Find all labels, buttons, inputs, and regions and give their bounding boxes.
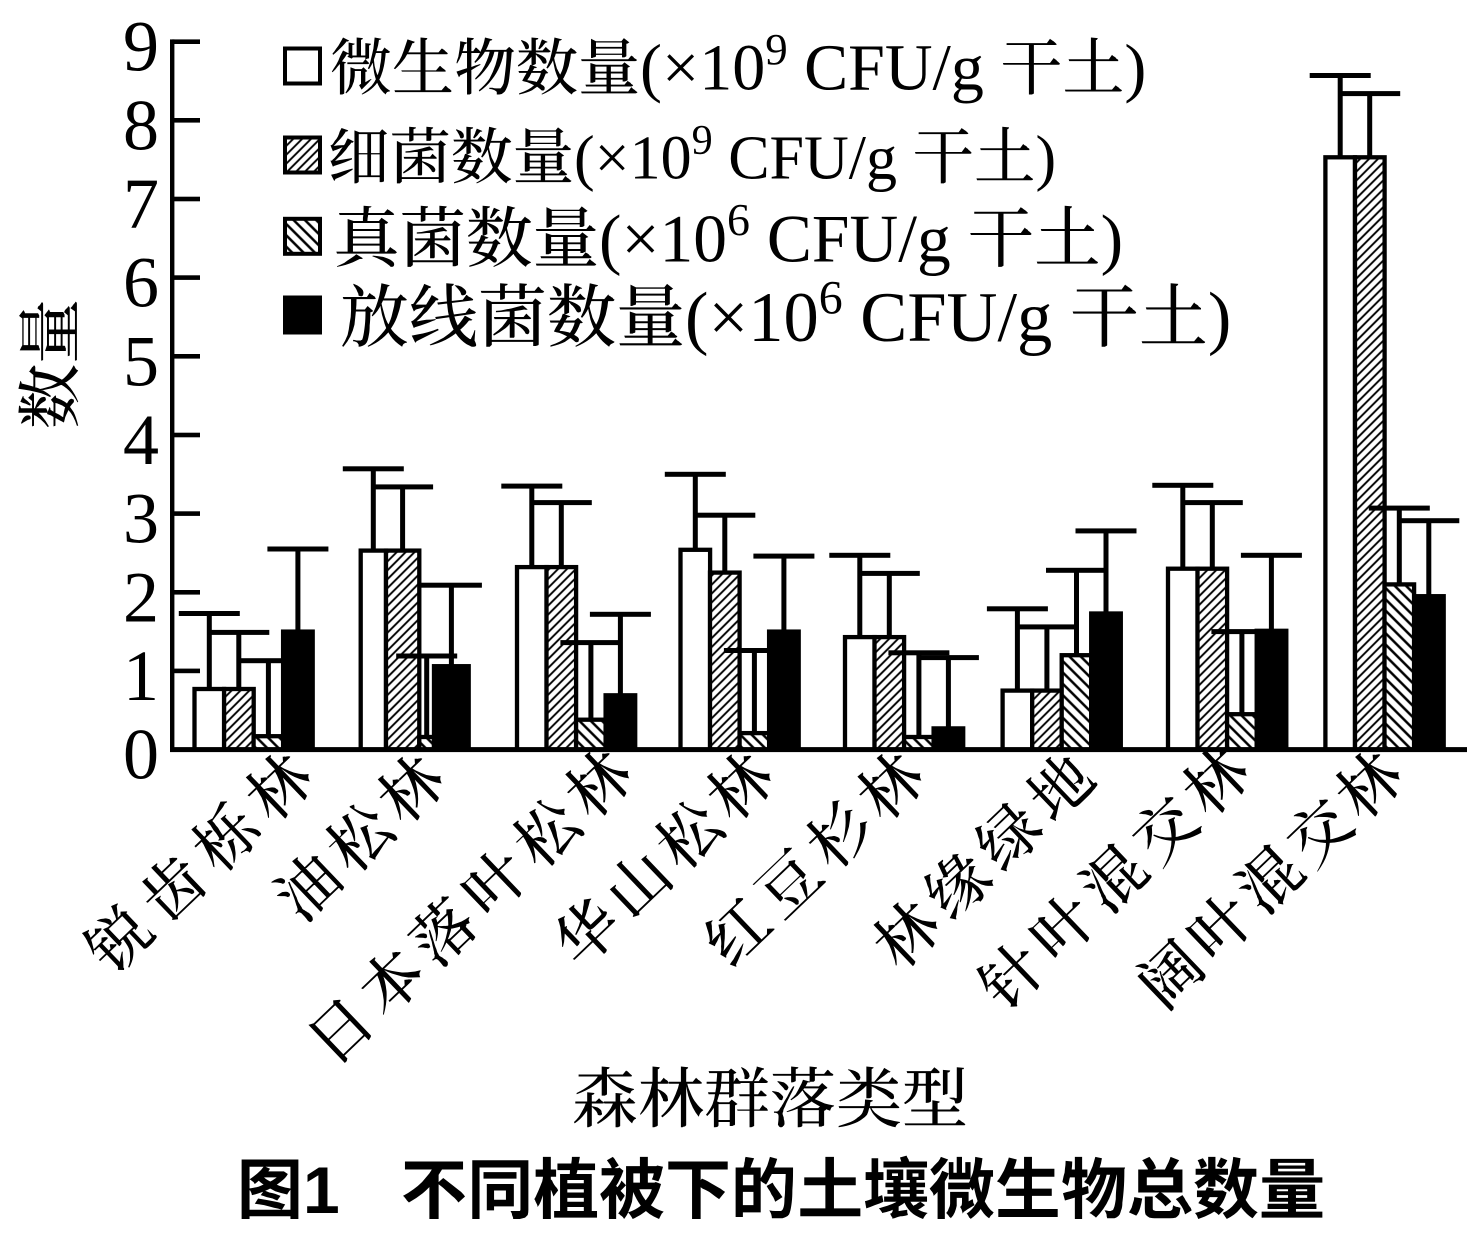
- svg-text:9: 9: [765, 24, 787, 74]
- svg-text:CFU/g: CFU/g: [860, 279, 1052, 357]
- svg-text:CFU/g: CFU/g: [767, 202, 951, 277]
- svg-text:): ): [1208, 279, 1231, 357]
- svg-text:(×10: (×10: [685, 279, 819, 357]
- svg-text:4: 4: [123, 400, 159, 480]
- svg-text:1: 1: [123, 636, 159, 716]
- svg-text:CFU/g: CFU/g: [804, 32, 984, 105]
- svg-text:): ): [1036, 124, 1057, 192]
- svg-text:CFU/g: CFU/g: [728, 124, 897, 192]
- svg-text:(×10: (×10: [599, 202, 727, 277]
- svg-text:6: 6: [727, 194, 750, 245]
- svg-text:9: 9: [692, 117, 713, 164]
- svg-text:9: 9: [123, 7, 159, 87]
- svg-text:1: 1: [303, 1153, 340, 1227]
- svg-text:3: 3: [123, 479, 159, 559]
- svg-text:(×10: (×10: [574, 124, 692, 192]
- svg-text:0: 0: [123, 715, 159, 795]
- svg-text:): ): [1101, 202, 1123, 277]
- svg-text:5: 5: [123, 321, 159, 401]
- svg-text:6: 6: [819, 272, 843, 325]
- svg-text:8: 8: [123, 85, 159, 165]
- svg-text:): ): [1124, 32, 1146, 105]
- svg-text:(×10: (×10: [640, 32, 765, 105]
- svg-text:6: 6: [123, 243, 159, 323]
- svg-text:2: 2: [123, 557, 159, 637]
- svg-text:7: 7: [123, 164, 159, 244]
